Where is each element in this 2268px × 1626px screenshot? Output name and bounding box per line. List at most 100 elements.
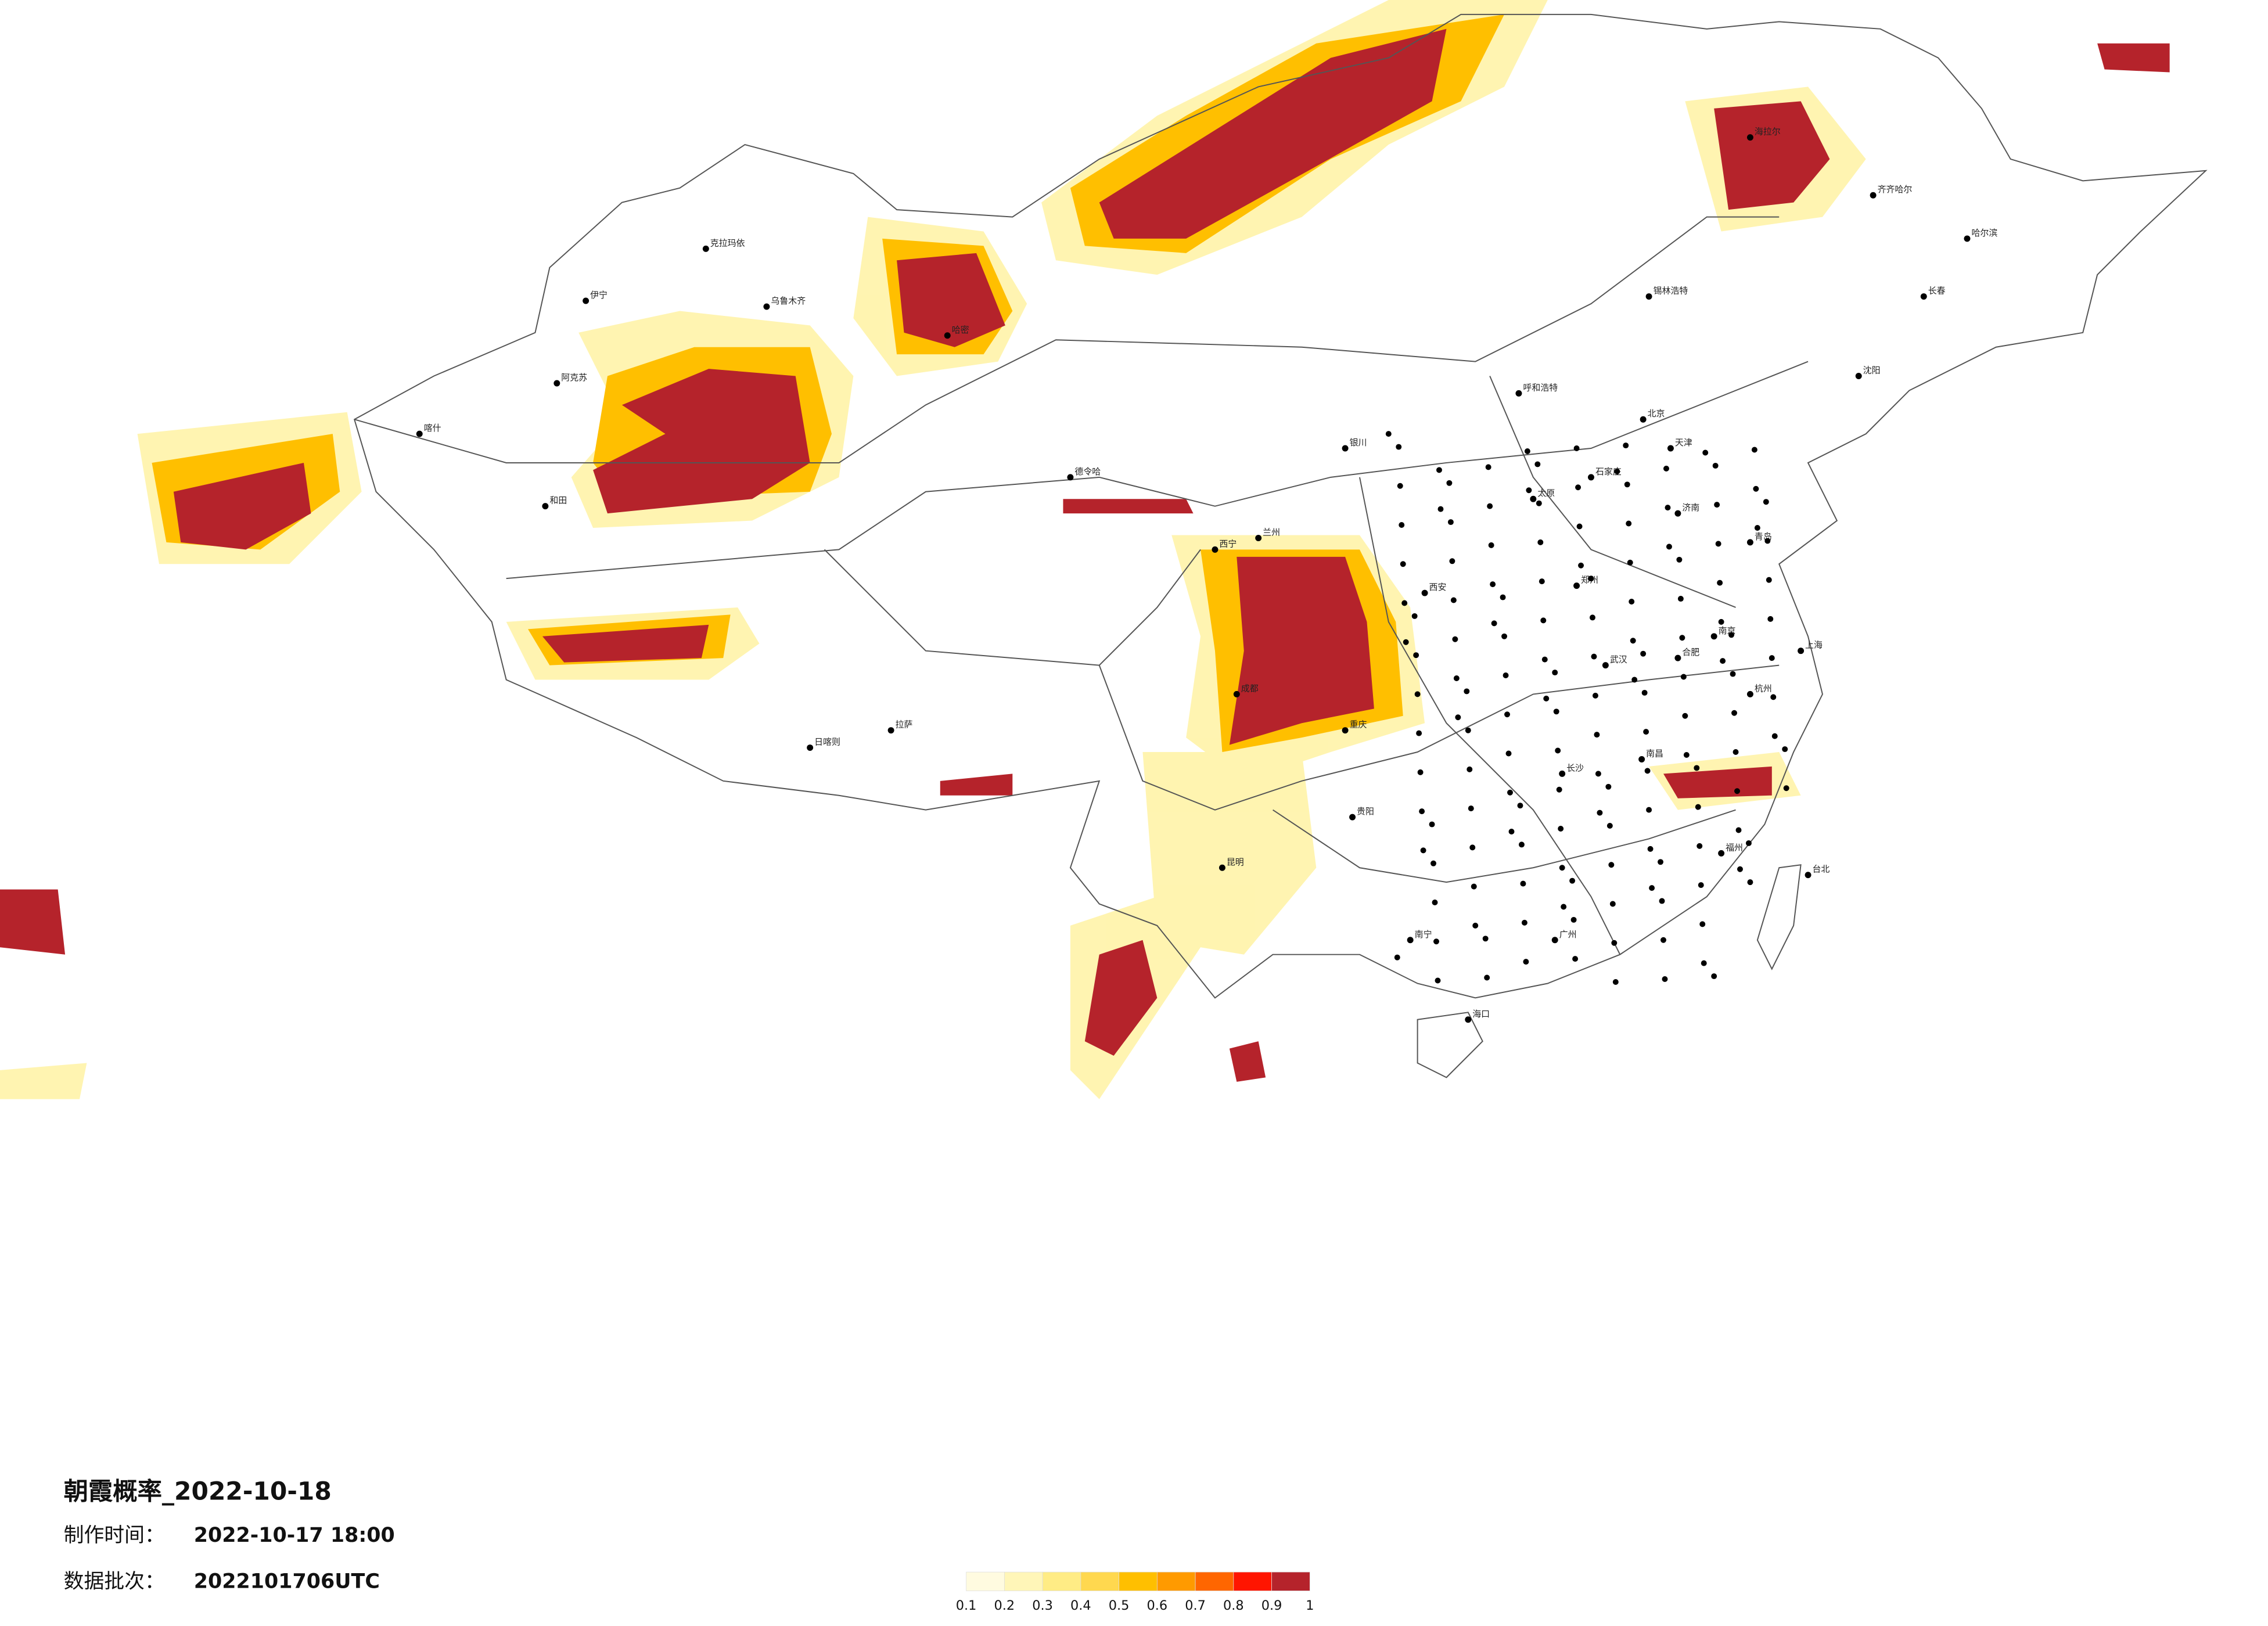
city-label: 沈阳 bbox=[1863, 365, 1881, 376]
city-dot bbox=[583, 297, 590, 304]
city-dot bbox=[1504, 711, 1511, 718]
city-dot bbox=[1433, 938, 1439, 945]
city-dot bbox=[1731, 710, 1738, 716]
city-dot bbox=[1540, 617, 1547, 624]
city-dot bbox=[1508, 829, 1515, 834]
city-dot bbox=[1694, 765, 1700, 771]
city-label: 兰州 bbox=[1263, 527, 1280, 537]
city-dot bbox=[1469, 844, 1476, 851]
city-dot bbox=[1641, 689, 1648, 696]
city-dot bbox=[1746, 690, 1753, 697]
city-label: 合肥 bbox=[1682, 647, 1699, 657]
city-dot bbox=[1855, 373, 1862, 379]
city-dot bbox=[1465, 727, 1471, 733]
city-dot bbox=[1534, 461, 1541, 467]
province-lines bbox=[506, 361, 1809, 580]
city-dot bbox=[1471, 883, 1477, 890]
city-dot bbox=[1698, 882, 1704, 888]
legend-tick-label: 0.3 bbox=[1032, 1598, 1053, 1613]
city-dot bbox=[1447, 519, 1454, 526]
city-dot bbox=[1746, 539, 1753, 546]
city-dot bbox=[1539, 578, 1545, 585]
city-dot bbox=[1754, 525, 1760, 531]
legend-swatch bbox=[1195, 1571, 1234, 1591]
city-dot bbox=[1588, 575, 1594, 582]
city-dot bbox=[1432, 900, 1438, 906]
city-dot bbox=[1666, 544, 1672, 550]
city-dot bbox=[1594, 732, 1600, 738]
city-dot bbox=[1683, 752, 1690, 758]
city-label: 台北 bbox=[1813, 864, 1830, 875]
city-dot bbox=[1453, 675, 1460, 681]
city-dot bbox=[1771, 733, 1778, 739]
city-dot bbox=[1561, 904, 1567, 910]
city-dot bbox=[1555, 747, 1561, 754]
city-dot bbox=[1421, 589, 1428, 596]
city-dot bbox=[1629, 599, 1635, 605]
city-dot bbox=[1449, 558, 1455, 564]
city-label: 银川 bbox=[1350, 437, 1367, 448]
city-dot bbox=[1649, 885, 1655, 891]
legend-tick-label: 0.1 bbox=[956, 1598, 977, 1613]
legend-swatch bbox=[1080, 1571, 1119, 1591]
city-label: 长沙 bbox=[1566, 762, 1584, 773]
city-dot bbox=[1465, 1016, 1472, 1023]
legend-tick-label: 0.9 bbox=[1261, 1598, 1282, 1613]
batch-id: 2022101706UTC bbox=[194, 1570, 380, 1593]
city-dot bbox=[1730, 671, 1736, 677]
legend-tick-label: 0.7 bbox=[1185, 1598, 1206, 1613]
city-dot bbox=[1763, 499, 1769, 505]
city-dot bbox=[1643, 729, 1649, 735]
city-label: 济南 bbox=[1682, 502, 1699, 513]
city-dot bbox=[1537, 539, 1544, 545]
made-time: 2022-10-17 18:00 bbox=[194, 1524, 395, 1547]
city-dot bbox=[1631, 677, 1638, 683]
city-label: 拉萨 bbox=[896, 720, 913, 730]
city-dot bbox=[416, 430, 423, 437]
city-dot bbox=[1595, 771, 1601, 777]
city-dot bbox=[1674, 654, 1681, 661]
city-label: 海拉尔 bbox=[1755, 127, 1781, 137]
city-dot bbox=[1753, 485, 1759, 492]
city-dot bbox=[1435, 977, 1441, 984]
city-label: 西安 bbox=[1429, 582, 1447, 592]
city-dot bbox=[1658, 859, 1663, 865]
city-dot bbox=[1623, 443, 1629, 449]
city-label: 杭州 bbox=[1755, 683, 1772, 693]
city-dot bbox=[1491, 620, 1497, 627]
city-dot bbox=[1500, 594, 1506, 600]
city-dot bbox=[1400, 561, 1406, 567]
province-lines bbox=[824, 549, 1201, 666]
city-label: 成都 bbox=[1241, 683, 1259, 693]
city-dot bbox=[1396, 444, 1402, 450]
city-dot bbox=[1401, 600, 1408, 606]
city-dot bbox=[1667, 445, 1674, 452]
city-dot bbox=[1430, 860, 1437, 866]
city-dot bbox=[1521, 919, 1527, 926]
city-label: 昆明 bbox=[1227, 857, 1244, 867]
city-dot bbox=[1609, 901, 1616, 907]
city-label: 长春 bbox=[1928, 286, 1946, 296]
city-dot bbox=[1255, 534, 1262, 541]
city-dot bbox=[1767, 616, 1774, 622]
city-dot bbox=[1747, 879, 1753, 886]
city-dot bbox=[1715, 541, 1721, 547]
city-dot bbox=[1964, 235, 1971, 242]
city-dot bbox=[1543, 695, 1550, 702]
city-dot bbox=[1782, 746, 1788, 753]
city-dot bbox=[1429, 821, 1435, 828]
city-dot bbox=[1570, 916, 1577, 923]
city-dot bbox=[1523, 959, 1529, 965]
city-dot bbox=[1487, 503, 1493, 509]
city-dot bbox=[1501, 633, 1508, 639]
boundaries bbox=[353, 13, 2208, 1078]
city-dot bbox=[1490, 581, 1496, 588]
city-dot bbox=[1452, 636, 1458, 642]
city-label: 哈密 bbox=[952, 325, 969, 335]
city-dot bbox=[1488, 542, 1494, 548]
city-dot bbox=[1507, 789, 1513, 796]
city-dot bbox=[1677, 596, 1684, 602]
city-dot bbox=[1770, 694, 1777, 700]
city-dot bbox=[1455, 714, 1461, 721]
